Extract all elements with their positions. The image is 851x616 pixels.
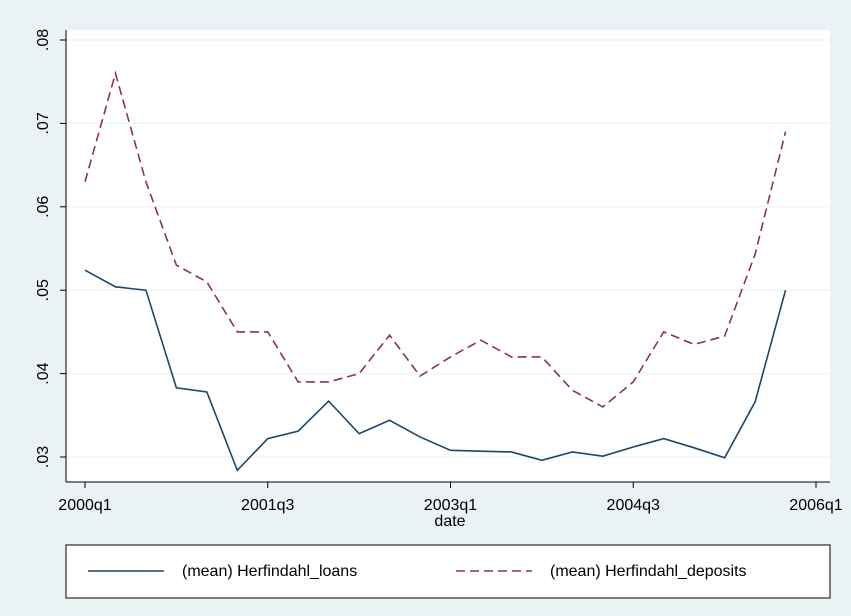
y-tick-label: .05 [35,279,52,301]
line [84,70,787,408]
legend-label: (mean) Herfindahl_loans [182,563,357,580]
legend-label: (mean) Herfindahl_deposits [550,563,747,580]
x-tick-label: 2004q3 [607,497,660,514]
line [84,269,787,472]
x-tick-label: 2001q3 [241,497,294,514]
y-tick-label: .04 [35,362,52,384]
legend [65,544,831,599]
y-tick-label: .06 [35,196,52,218]
x-axis-title: date [434,513,465,530]
y-tick-label: .08 [35,29,52,51]
plot-area [66,30,830,482]
y-tick-label: .03 [35,446,52,468]
y-tick-label: .07 [35,112,52,134]
x-tick-label: 2003q1 [424,497,477,514]
x-tick-label: 2006q1 [789,497,842,514]
x-tick-label: 2000q1 [58,497,111,514]
